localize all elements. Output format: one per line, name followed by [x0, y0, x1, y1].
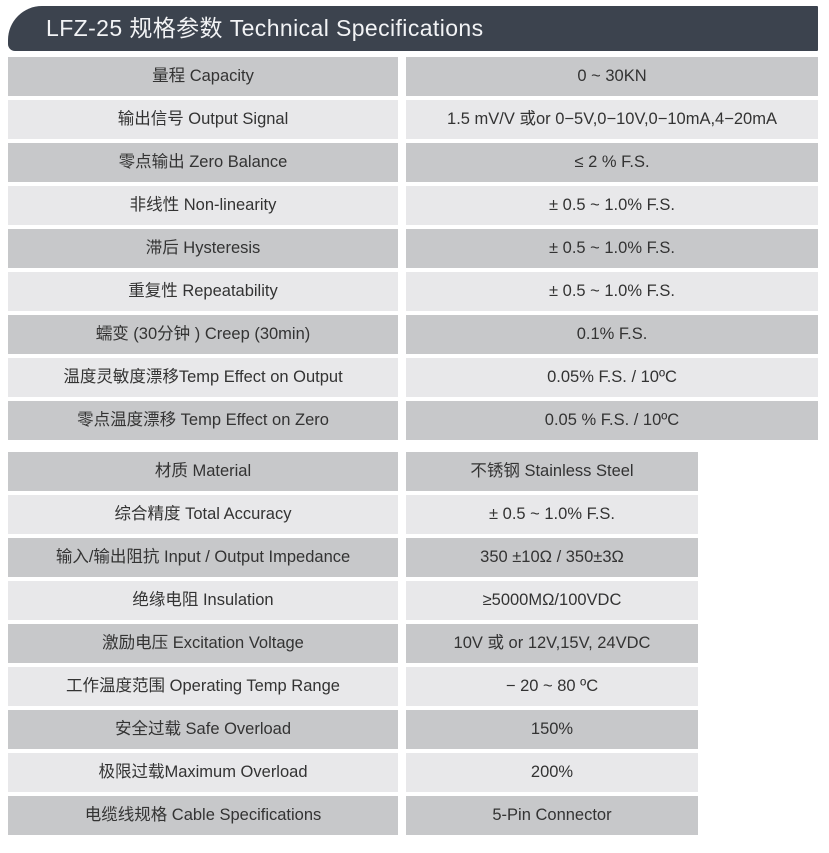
table-row: 极限过载Maximum Overload 200%: [8, 753, 818, 792]
performance-specifications-table: 量程 Capacity 0 ~ 30KN 输出信号 Output Signal 1.5…: [8, 57, 818, 440]
table-row: 工作温度范围 Operating Temp Range − 20 ~ 80 ºC: [8, 667, 818, 706]
spec-value-cell: 0 ~ 30KN: [406, 57, 818, 96]
spec-value-cell: 350 ±10Ω / 350±3Ω: [406, 538, 698, 577]
table-row: 重复性 Repeatability ± 0.5 ~ 1.0% F.S.: [8, 272, 818, 311]
spec-label-cell: 材质 Material: [8, 452, 398, 491]
spec-label-cell: 温度灵敏度漂移Temp Effect on Output: [8, 358, 398, 397]
spec-label-cell: 零点输出 Zero Balance: [8, 143, 398, 182]
spec-label-cell: 工作温度范围 Operating Temp Range: [8, 667, 398, 706]
spec-value-cell: ≥5000MΩ/100VDC: [406, 581, 698, 620]
table-row: 非线性 Non-linearity ± 0.5 ~ 1.0% F.S.: [8, 186, 818, 225]
table-row: 滞后 Hysteresis ± 0.5 ~ 1.0% F.S.: [8, 229, 818, 268]
spec-value-cell: 0.1% F.S.: [406, 315, 818, 354]
header-banner: LFZ-25 规格参数 Technical Specifications: [8, 6, 818, 51]
spec-value-cell: − 20 ~ 80 ºC: [406, 667, 698, 706]
spec-label-cell: 综合精度 Total Accuracy: [8, 495, 398, 534]
table-row: 综合精度 Total Accuracy ± 0.5 ~ 1.0% F.S.: [8, 495, 818, 534]
table-row: 零点温度漂移 Temp Effect on Zero 0.05 % F.S. / …: [8, 401, 818, 440]
spec-value-cell: 0.05 % F.S. / 10ºC: [406, 401, 818, 440]
table-row: 零点输出 Zero Balance ≤ 2 % F.S.: [8, 143, 818, 182]
spec-label-cell: 安全过载 Safe Overload: [8, 710, 398, 749]
spec-label-cell: 蠕变 (30分钟 ) Creep (30min): [8, 315, 398, 354]
table-row: 输入/输出阻抗 Input / Output Impedance 350 ±10Ω…: [8, 538, 818, 577]
spec-label-cell: 输入/输出阻抗 Input / Output Impedance: [8, 538, 398, 577]
spec-value-cell: ± 0.5 ~ 1.0% F.S.: [406, 229, 818, 268]
table-row: 材质 Material 不锈钢 Stainless Steel: [8, 452, 818, 491]
physical-electrical-specifications-table: 材质 Material 不锈钢 Stainless Steel 综合精度 Total…: [8, 452, 818, 835]
table-row: 温度灵敏度漂移Temp Effect on Output 0.05% F.S. /…: [8, 358, 818, 397]
spec-label-cell: 绝缘电阻 Insulation: [8, 581, 398, 620]
spec-value-cell: ± 0.5 ~ 1.0% F.S.: [406, 495, 698, 534]
page-title: LFZ-25 规格参数 Technical Specifications: [46, 15, 484, 41]
spec-label-cell: 重复性 Repeatability: [8, 272, 398, 311]
spec-value-cell: 1.5 mV/V 或or 0−5V,0−10V,0−10mA,4−20mA: [406, 100, 818, 139]
table-row: 安全过载 Safe Overload 150%: [8, 710, 818, 749]
spec-value-cell: 10V 或 or 12V,15V, 24VDC: [406, 624, 698, 663]
table-row: 输出信号 Output Signal 1.5 mV/V 或or 0−5V,0−10…: [8, 100, 818, 139]
spec-value-cell: 150%: [406, 710, 698, 749]
spec-value-cell: 5-Pin Connector: [406, 796, 698, 835]
table-row: 蠕变 (30分钟 ) Creep (30min) 0.1% F.S.: [8, 315, 818, 354]
spec-label-cell: 激励电压 Excitation Voltage: [8, 624, 398, 663]
spec-value-cell: ± 0.5 ~ 1.0% F.S.: [406, 186, 818, 225]
spec-value-cell: 200%: [406, 753, 698, 792]
spec-label-cell: 零点温度漂移 Temp Effect on Zero: [8, 401, 398, 440]
spec-value-cell: 不锈钢 Stainless Steel: [406, 452, 698, 491]
spec-label-cell: 非线性 Non-linearity: [8, 186, 398, 225]
spec-value-cell: ± 0.5 ~ 1.0% F.S.: [406, 272, 818, 311]
table-row: 量程 Capacity 0 ~ 30KN: [8, 57, 818, 96]
spec-label-cell: 电缆线规格 Cable Specifications: [8, 796, 398, 835]
spec-value-cell: ≤ 2 % F.S.: [406, 143, 818, 182]
table-row: 电缆线规格 Cable Specifications 5-Pin Connecto…: [8, 796, 818, 835]
table-row: 绝缘电阻 Insulation ≥5000MΩ/100VDC: [8, 581, 818, 620]
spec-label-cell: 量程 Capacity: [8, 57, 398, 96]
spec-label-cell: 滞后 Hysteresis: [8, 229, 398, 268]
spec-label-cell: 输出信号 Output Signal: [8, 100, 398, 139]
table-row: 激励电压 Excitation Voltage 10V 或 or 12V,15V,…: [8, 624, 818, 663]
spec-value-cell: 0.05% F.S. / 10ºC: [406, 358, 818, 397]
spec-label-cell: 极限过载Maximum Overload: [8, 753, 398, 792]
